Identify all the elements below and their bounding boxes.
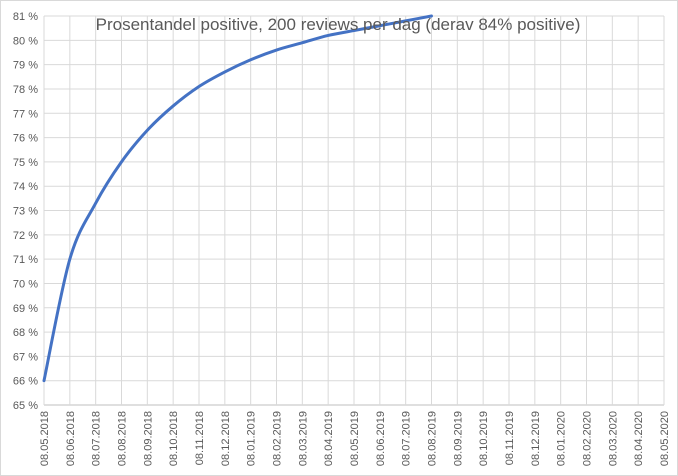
- x-tick-label: 08.08.2018: [117, 411, 129, 466]
- x-tick-label: 08.04.2019: [323, 411, 335, 466]
- x-tick-label: 08.01.2019: [246, 411, 258, 466]
- x-tick-label: 08.01.2020: [556, 411, 568, 466]
- x-tick-label: 08.02.2019: [272, 411, 284, 466]
- x-tick-label: 08.12.2019: [530, 411, 542, 466]
- x-tick-label: 08.05.2018: [39, 411, 51, 466]
- y-tick-label: 69 %: [13, 303, 38, 315]
- series-layer: [42, 14, 433, 383]
- y-axis-ticks: 65 % 66 % 67 % 68 % 69 % 70 % 71 % 72 % 73 % 74 %…: [13, 11, 38, 412]
- gridlines: [43, 15, 665, 406]
- y-tick-label: 78 %: [13, 84, 38, 96]
- x-tick-label: 08.11.2019: [504, 411, 516, 465]
- x-tick-label: 08.04.2020: [633, 411, 645, 466]
- y-tick-label: 70 %: [13, 278, 38, 290]
- x-tick-label: 08.03.2019: [297, 411, 309, 466]
- y-tick-label: 73 %: [13, 206, 38, 218]
- x-tick-label: 08.11.2018: [194, 411, 206, 465]
- x-tick-label: 08.09.2018: [142, 411, 154, 466]
- y-tick-label: 74 %: [13, 181, 38, 193]
- y-tick-label: 66 %: [13, 376, 38, 388]
- y-tick-label: 67 %: [13, 351, 38, 363]
- series-line: [42, 14, 433, 383]
- x-tick-label: 08.06.2019: [375, 411, 387, 466]
- y-tick-label: 72 %: [13, 230, 38, 242]
- y-tick-label: 75 %: [13, 157, 38, 169]
- x-tick-label: 08.10.2018: [168, 411, 180, 466]
- y-tick-label: 77 %: [13, 108, 38, 120]
- x-tick-label: 08.07.2019: [401, 411, 413, 466]
- x-tick-label: 08.08.2019: [427, 411, 439, 466]
- x-tick-label: 08.07.2018: [91, 411, 103, 466]
- x-tick-label: 08.12.2018: [220, 411, 232, 466]
- y-tick-label: 81 %: [13, 11, 38, 23]
- y-tick-label: 76 %: [13, 133, 38, 145]
- x-tick-label: 08.09.2019: [452, 411, 464, 466]
- x-tick-label: 08.05.2019: [349, 411, 361, 466]
- x-tick-label: 08.02.2020: [582, 411, 594, 466]
- y-tick-label: 65 %: [13, 400, 38, 412]
- x-tick-label: 08.10.2019: [478, 411, 490, 466]
- y-tick-label: 79 %: [13, 60, 38, 72]
- x-tick-label: 08.03.2020: [607, 411, 619, 466]
- y-tick-label: 71 %: [13, 254, 38, 266]
- x-axis-ticks: 08.05.2018 08.06.2018 08.07.2018 08.08.2018…: [39, 411, 671, 466]
- chart-title: Prosentandel positive, 200 reviews per d…: [96, 15, 581, 34]
- x-tick-label: 08.05.2020: [659, 411, 671, 466]
- y-tick-label: 80 %: [13, 35, 38, 47]
- y-tick-label: 68 %: [13, 327, 38, 339]
- x-tick-label: 08.06.2018: [65, 411, 77, 466]
